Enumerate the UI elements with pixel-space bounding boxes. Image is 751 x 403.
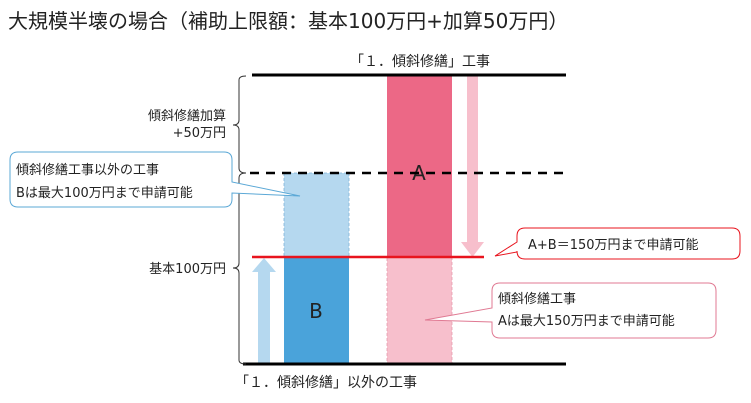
callout-a-line2: Aは最大150万円まで申請可能 [498,314,675,329]
bracket-base [232,172,247,365]
base-label: 基本100万円 [149,262,226,277]
bar-a-label: A [412,161,426,185]
add-label-1: 傾斜修繕加算 [148,108,226,124]
bracket-add [232,75,247,174]
top-label: 「１．傾斜修繕」工事 [350,54,490,70]
callout-a [424,282,717,339]
callout-b-line1: 傾斜修繕工事以外の工事 [16,162,159,178]
down-arrow-icon [461,75,484,257]
callout-b-line2: Bは最大100万円まで申請可能 [16,186,193,201]
callout-b [9,151,301,208]
callout-total [494,227,741,260]
bar-a-lower [386,256,453,365]
callout-a-line1: 傾斜修繕工事 [498,291,576,307]
up-arrow-icon [252,258,276,364]
add-label-2: +50万円 [173,126,226,141]
bar-a [387,75,452,257]
callout-total-text: A+B＝150万円まで申請可能 [528,238,699,253]
bar-b [284,257,349,364]
page-title: 大規模半壊の場合（補助上限額：基本100万円+加算50万円） [8,9,568,33]
bar-b-label: B [309,299,323,323]
bottom-label: 「１．傾斜修繕」以外の工事 [235,375,417,391]
bar-b-upper [283,172,350,258]
